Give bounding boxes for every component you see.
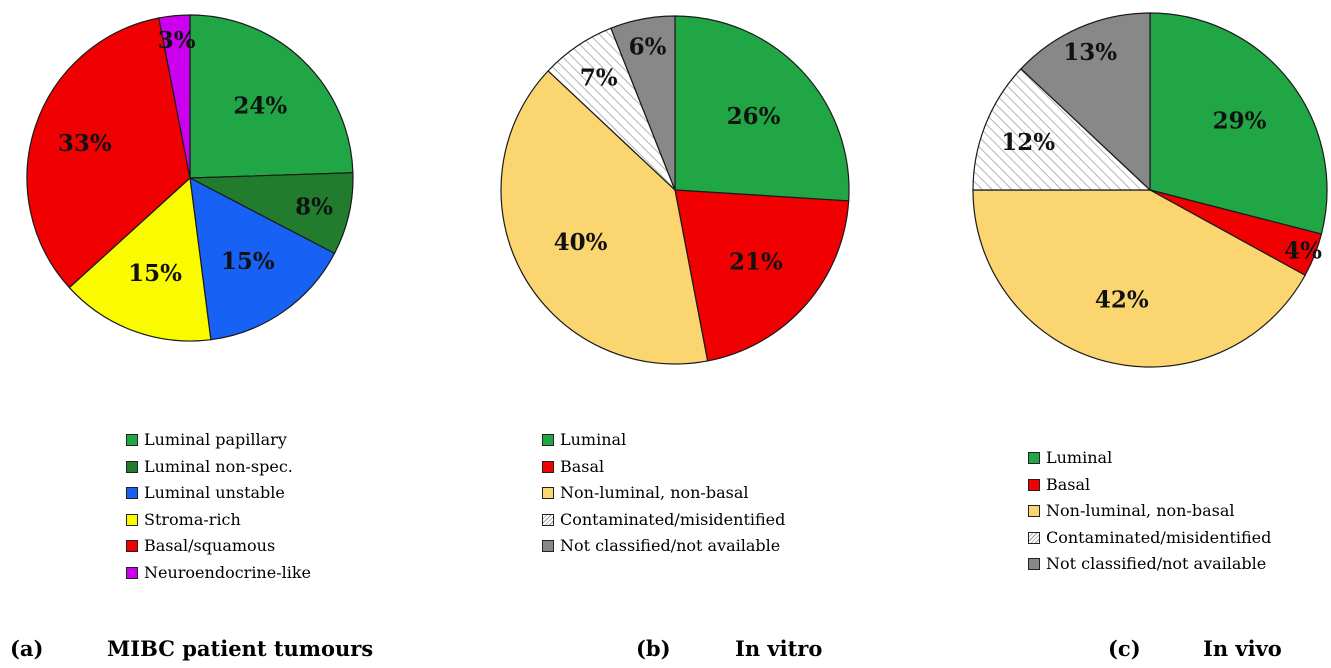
legend-swatch — [1028, 452, 1040, 465]
panel-letter: (b) — [636, 636, 671, 661]
pie-data-label: 26% — [727, 103, 781, 130]
legend-item: Luminal unstable — [126, 480, 311, 507]
pie-data-label: 42% — [1095, 287, 1149, 314]
panel-caption: In vivo — [1203, 636, 1282, 661]
pie-data-label: 40% — [554, 229, 608, 256]
legend-item: Basal — [1028, 472, 1271, 499]
legend-2: Luminal Basal Non-luminal, non-basal Contam… — [1028, 445, 1271, 578]
pie-slice-stroma-rich — [68, 176, 212, 342]
pie-data-label: 3% — [158, 27, 196, 54]
pie-slice-non-luminal-non-basal — [500, 70, 709, 365]
legend-item: Basal — [542, 454, 785, 481]
pie-slice-basal-squamous — [26, 17, 191, 289]
legend-label: Stroma-rich — [144, 509, 241, 529]
legend-label: Luminal papillary — [144, 430, 287, 449]
pie-data-label: 6% — [629, 33, 667, 60]
legend-label: Basal/squamous — [144, 536, 276, 555]
legend-label: Luminal non-spec. — [144, 456, 293, 476]
legend-item: Not classified/not available — [542, 533, 785, 560]
legend-item: Non-luminal, non-basal — [542, 480, 785, 507]
pie-slice-not-classified-not-available — [610, 15, 676, 191]
legend-1: Luminal Basal Non-luminal, non-basal Contam… — [542, 427, 785, 560]
legend-item: Non-luminal, non-basal — [1028, 498, 1271, 525]
legend-swatch — [1028, 558, 1040, 571]
pie-slice-luminal — [1149, 12, 1328, 235]
pie-data-label: 4% — [1284, 238, 1322, 265]
legend-label: Basal — [1046, 474, 1091, 494]
legend-label: Luminal unstable — [144, 483, 285, 502]
legend-0: Luminal papillary Luminal non-spec. Lumina… — [126, 427, 311, 586]
pie-slice-luminal — [674, 15, 850, 202]
panel-letter: (a) — [10, 636, 44, 661]
legend-swatch — [126, 540, 138, 553]
legend-label: Neuroendocrine-like — [144, 562, 312, 582]
legend-label: Not classified/not available — [1046, 554, 1267, 573]
pie-data-label: 13% — [1063, 39, 1117, 66]
legend-swatch — [542, 434, 554, 447]
legend-label: Contaminated/misidentified — [1046, 527, 1272, 547]
legend-label: Luminal — [1046, 448, 1113, 467]
legend-swatch — [126, 566, 138, 579]
legend-item: Luminal — [1028, 445, 1271, 472]
panel-caption: MIBC patient tumours — [107, 636, 374, 661]
pie-chart-2: 29% 4% 42% 12% 13% — [972, 12, 1328, 368]
pie-data-label: 15% — [128, 260, 182, 287]
pie-data-label: 12% — [1001, 129, 1055, 156]
legend-swatch — [126, 460, 138, 473]
legend-label: Non-luminal, non-basal — [560, 483, 749, 502]
legend-swatch — [1028, 505, 1040, 518]
legend-swatch — [1028, 478, 1040, 491]
legend-label: Contaminated/misidentified — [560, 509, 786, 529]
pie-chart-0: 24% 8% 15% 15% 33% 3% — [26, 14, 354, 342]
legend-swatch — [126, 487, 138, 500]
legend-item: Luminal papillary — [126, 427, 311, 454]
legend-swatch — [542, 540, 554, 553]
pie-data-label: 21% — [729, 248, 783, 275]
pie-data-label: 29% — [1213, 108, 1267, 135]
pie-data-label: 33% — [58, 130, 112, 157]
pie-slice-contaminated-misidentified — [972, 67, 1152, 191]
legend-item: Neuroendocrine-like — [126, 560, 311, 587]
panel-caption: In vitro — [735, 636, 823, 661]
pie-slice-not-classified-not-available — [1020, 12, 1151, 192]
legend-label: Non-luminal, non-basal — [1046, 501, 1235, 520]
pie-slice-non-luminal-non-basal — [972, 189, 1306, 368]
legend-item: Not classified/not available — [1028, 551, 1271, 578]
pie-data-label: 7% — [580, 65, 618, 92]
pie-data-label: 15% — [221, 248, 275, 275]
pie-slice-luminal-unstable — [189, 176, 336, 341]
pie-slice-basal — [674, 189, 850, 362]
pie-data-label: 8% — [295, 193, 333, 220]
legend-swatch — [542, 513, 554, 526]
legend-label: Not classified/not available — [560, 536, 781, 555]
pie-slice-neuroendocrine-like — [158, 14, 191, 179]
legend-swatch — [126, 513, 138, 526]
legend-label: Luminal — [560, 430, 627, 449]
pie-data-label: 24% — [233, 92, 287, 119]
legend-item: Luminal non-spec. — [126, 454, 311, 481]
legend-item: Contaminated/misidentified — [1028, 525, 1271, 552]
legend-swatch — [542, 460, 554, 473]
legend-swatch — [126, 434, 138, 447]
legend-label: Basal — [560, 456, 605, 476]
legend-item: Luminal — [542, 427, 785, 454]
legend-swatch — [542, 487, 554, 500]
legend-item: Contaminated/misidentified — [542, 507, 785, 534]
pie-chart-1: 26% 21% 40% 7% 6% — [500, 15, 850, 365]
legend-item: Basal/squamous — [126, 533, 311, 560]
legend-item: Stroma-rich — [126, 507, 311, 534]
pie-slice-luminal-papillary — [189, 14, 354, 179]
panel-letter: (c) — [1108, 636, 1141, 661]
legend-swatch — [1028, 531, 1040, 544]
